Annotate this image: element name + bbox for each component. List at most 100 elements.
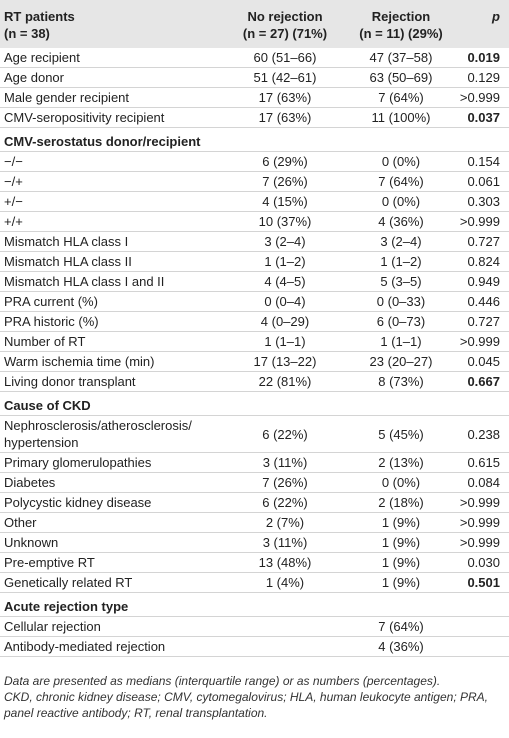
section-heading: Acute rejection type [0, 592, 509, 617]
row-label: Age recipient [0, 48, 215, 68]
header-row: RT patients (n = 38) No rejection (n = 27) … [0, 0, 509, 48]
p-value: 0.019 [447, 48, 509, 68]
cell: 1 (4%) [215, 572, 355, 593]
cell: 6 (22%) [215, 492, 355, 513]
data-row: Number of RT 1 (1–1) 1 (1–1) >0.999 [0, 331, 509, 352]
data-row: Mismatch HLA class II 1 (1–2) 1 (1–2) 0.824 [0, 251, 509, 272]
data-row: Diabetes 7 (26%) 0 (0%) 0.084 [0, 472, 509, 493]
row-label: PRA current (%) [0, 291, 215, 312]
cell: 1 (9%) [355, 572, 447, 593]
row-label: Diabetes [0, 472, 215, 493]
row-label: Primary glomerulopathies [0, 452, 215, 473]
cell: 0 (0–4) [215, 291, 355, 312]
column-header: Rejection (n = 11) (29%) [355, 0, 447, 48]
data-row: +/− 4 (15%) 0 (0%) 0.303 [0, 191, 509, 212]
p-value: 0.061 [447, 171, 509, 192]
row-label: Warm ischemia time (min) [0, 351, 215, 372]
row-label: Unknown [0, 532, 215, 553]
data-row: PRA current (%) 0 (0–4) 0 (0–33) 0.446 [0, 291, 509, 312]
cell: 7 (64%) [355, 171, 447, 192]
cell: 1 (1–1) [355, 331, 447, 352]
cell: 4 (36%) [355, 636, 447, 657]
data-row: Mismatch HLA class I and II 4 (4–5) 5 (3–5… [0, 271, 509, 292]
data-row: −/+ 7 (26%) 7 (64%) 0.061 [0, 171, 509, 192]
cell: 63 (50–69) [355, 67, 447, 88]
p-value: >0.999 [447, 331, 509, 352]
cell: 6 (29%) [215, 151, 355, 172]
cell: 17 (63%) [215, 107, 355, 128]
row-label: Mismatch HLA class I [0, 231, 215, 252]
cell: 0 (0%) [355, 151, 447, 172]
p-value: 0.084 [447, 472, 509, 493]
p-value: >0.999 [447, 211, 509, 232]
p-value: >0.999 [447, 532, 509, 553]
row-label: −/+ [0, 171, 215, 192]
row-label: −/− [0, 151, 215, 172]
cell: 1 (9%) [355, 552, 447, 573]
data-row: +/+ 10 (37%) 4 (36%) >0.999 [0, 211, 509, 232]
cell: 3 (11%) [215, 532, 355, 553]
data-row: Cellular rejection 7 (64%) [0, 616, 509, 637]
data-row: Warm ischemia time (min) 17 (13–22) 23 (20… [0, 351, 509, 372]
cell: 17 (63%) [215, 87, 355, 108]
p-value: 0.615 [447, 452, 509, 473]
column-header: RT patients (n = 38) [0, 0, 215, 48]
p-value: 0.824 [447, 251, 509, 272]
row-label: Genetically related RT [0, 572, 215, 593]
cell: 4 (0–29) [215, 311, 355, 332]
footnote: Data are presented as medians (interquar… [4, 674, 441, 688]
p-value: 0.727 [447, 311, 509, 332]
cell: 1 (1–1) [215, 331, 355, 352]
cell: 7 (64%) [355, 87, 447, 108]
data-row: Antibody-mediated rejection 4 (36%) [0, 636, 509, 657]
p-value: >0.999 [447, 87, 509, 108]
row-label: Age donor [0, 67, 215, 88]
row-label: Cellular rejection [0, 616, 215, 637]
column-header: p [447, 0, 509, 48]
section-heading-row: CMV-serostatus donor/recipient [0, 127, 509, 152]
cell: 1 (1–2) [215, 251, 355, 272]
row-label: Other [0, 512, 215, 533]
cell: 0 (0–33) [355, 291, 447, 312]
header-line: No rejection [247, 9, 323, 24]
p-value: >0.999 [447, 492, 509, 513]
p-value: 0.501 [447, 572, 509, 593]
p-value [447, 636, 509, 657]
cell: 4 (15%) [215, 191, 355, 212]
row-label: Number of RT [0, 331, 215, 352]
results-table: RT patients (n = 38) No rejection (n = 27) … [0, 0, 509, 657]
cell: 4 (4–5) [215, 271, 355, 292]
cell: 6 (22%) [215, 415, 355, 453]
p-value: 0.667 [447, 371, 509, 392]
cell: 0 (0%) [355, 472, 447, 493]
footnote: CKD, chronic kidney disease; CMV, cytome… [4, 690, 488, 720]
p-value: 0.129 [447, 67, 509, 88]
cell: 51 (42–61) [215, 67, 355, 88]
p-value [447, 616, 509, 637]
header-line: (n = 38) [4, 26, 50, 41]
data-row: Genetically related RT 1 (4%) 1 (9%) 0.501 [0, 572, 509, 593]
data-row: Age donor 51 (42–61) 63 (50–69) 0.129 [0, 67, 509, 88]
data-row: Primary glomerulopathies 3 (11%) 2 (13%) 0.… [0, 452, 509, 473]
p-value: 0.037 [447, 107, 509, 128]
cell: 17 (13–22) [215, 351, 355, 372]
data-row: PRA historic (%) 4 (0–29) 6 (0–73) 0.727 [0, 311, 509, 332]
p-value: 0.727 [447, 231, 509, 252]
cell: 11 (100%) [355, 107, 447, 128]
header-line: Rejection [371, 9, 431, 24]
cell: 3 (2–4) [215, 231, 355, 252]
cell [215, 636, 355, 657]
row-label: Nephrosclerosis/atherosclerosis/hyperten… [0, 415, 215, 453]
row-label: CMV-seropositivity recipient [0, 107, 215, 128]
p-value: 0.949 [447, 271, 509, 292]
p-value: 0.154 [447, 151, 509, 172]
section-heading-row: Acute rejection type [0, 592, 509, 617]
row-label: Mismatch HLA class I and II [0, 271, 215, 292]
cell: 1 (1–2) [355, 251, 447, 272]
header-line: (n = 11) (29%) [359, 26, 443, 41]
data-row: Living donor transplant 22 (81%) 8 (73%) 0.… [0, 371, 509, 392]
cell: 0 (0%) [355, 191, 447, 212]
data-row: Other 2 (7%) 1 (9%) >0.999 [0, 512, 509, 533]
data-row: Age recipient 60 (51–66) 47 (37–58) 0.019 [0, 48, 509, 68]
